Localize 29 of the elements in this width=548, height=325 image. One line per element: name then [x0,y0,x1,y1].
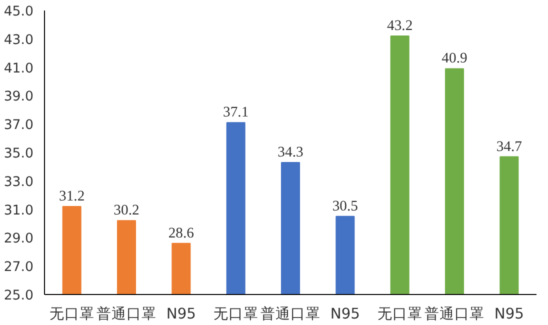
y-tick-label: 29.0 [4,232,34,247]
x-tick-label: N95 [330,306,360,322]
x-tick-label: 无口罩 [213,306,258,322]
data-label: 34.3 [278,144,304,160]
data-label: 31.2 [59,188,85,204]
x-tick-label: 普通口罩 [260,306,320,322]
data-label: 34.7 [496,138,522,155]
x-tick-label: N95 [494,306,524,322]
x-tick-label: 无口罩 [49,306,94,322]
x-tick-label: 普通口罩 [96,306,156,322]
data-label: 40.9 [442,50,468,67]
y-tick-label: 45.0 [4,4,34,20]
y-tick-label: 41.0 [4,61,34,76]
y-tick-label: 25.0 [4,288,34,304]
x-tick-label: 普通口罩 [424,306,484,322]
y-tick-label: 35.0 [4,146,34,162]
y-tick-label: 37.0 [4,118,34,134]
y-tick-label: 27.0 [4,260,34,276]
data-label: 37.1 [223,104,249,121]
y-tick-label: 33.0 [4,174,34,190]
data-label: 28.6 [168,225,194,242]
y-tick-label: 31.0 [4,203,34,218]
x-tick-label: 无口罩 [377,306,422,322]
data-label: 43.2 [387,18,413,34]
data-label: 30.5 [332,198,358,214]
y-tick-label: 39.0 [4,90,34,105]
y-tick-label: 43.0 [4,32,34,48]
x-tick-label: N95 [166,306,196,322]
data-label: 30.2 [114,202,140,219]
